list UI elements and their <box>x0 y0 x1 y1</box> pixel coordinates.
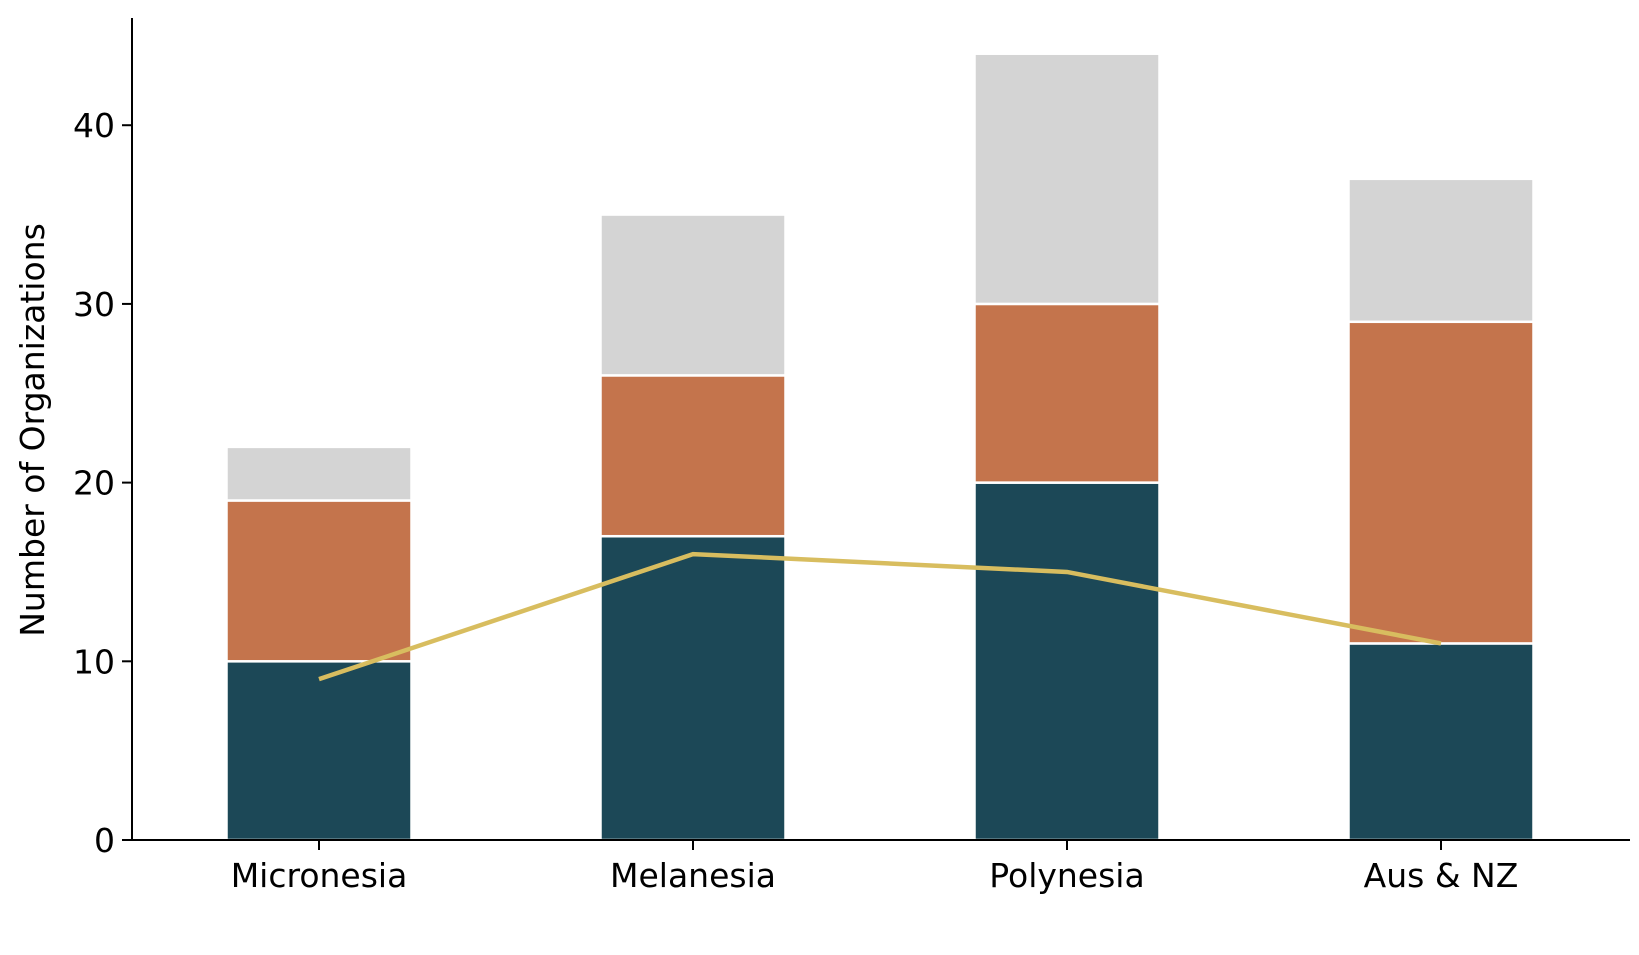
bar-segment-2-micronesia <box>225 499 413 663</box>
bar-segment-2-polynesia <box>973 302 1161 484</box>
bar-segment-3-melanesia <box>599 213 787 377</box>
bar-segment-3-aus-nz <box>1347 177 1535 324</box>
bar-segment-3-polynesia <box>973 52 1161 306</box>
bar-segment-2-aus-nz <box>1347 320 1535 645</box>
series-line <box>318 551 1442 682</box>
x-tick-label: Aus & NZ <box>1364 856 1519 895</box>
x-tick-label: Melanesia <box>610 856 776 895</box>
y-tick-label: 30 <box>73 285 115 324</box>
bar-segment-1-aus-nz <box>1347 642 1535 842</box>
y-axis-label: Number of Organizations <box>13 223 52 637</box>
bar-segment-1-melanesia <box>599 534 787 842</box>
bar-segment-1-polynesia <box>973 481 1161 842</box>
axes <box>131 18 1630 841</box>
bars-layer <box>225 52 1535 842</box>
bar-segment-1-micronesia <box>225 660 413 842</box>
y-tick-label: 0 <box>94 821 115 860</box>
y-ticks: 0 10 20 30 40 <box>73 106 132 860</box>
x-tick-label: Polynesia <box>989 856 1144 895</box>
y-tick-label: 10 <box>73 642 115 681</box>
y-tick-label: 40 <box>73 106 115 145</box>
line-layer <box>318 551 1442 682</box>
x-tick-label: Micronesia <box>231 856 408 895</box>
bar-segment-2-melanesia <box>599 374 787 538</box>
y-tick-label: 20 <box>73 464 115 503</box>
x-ticks: Micronesia Melanesia Polynesia Aus & NZ <box>231 840 1519 895</box>
bar-segment-3-micronesia <box>225 445 413 502</box>
